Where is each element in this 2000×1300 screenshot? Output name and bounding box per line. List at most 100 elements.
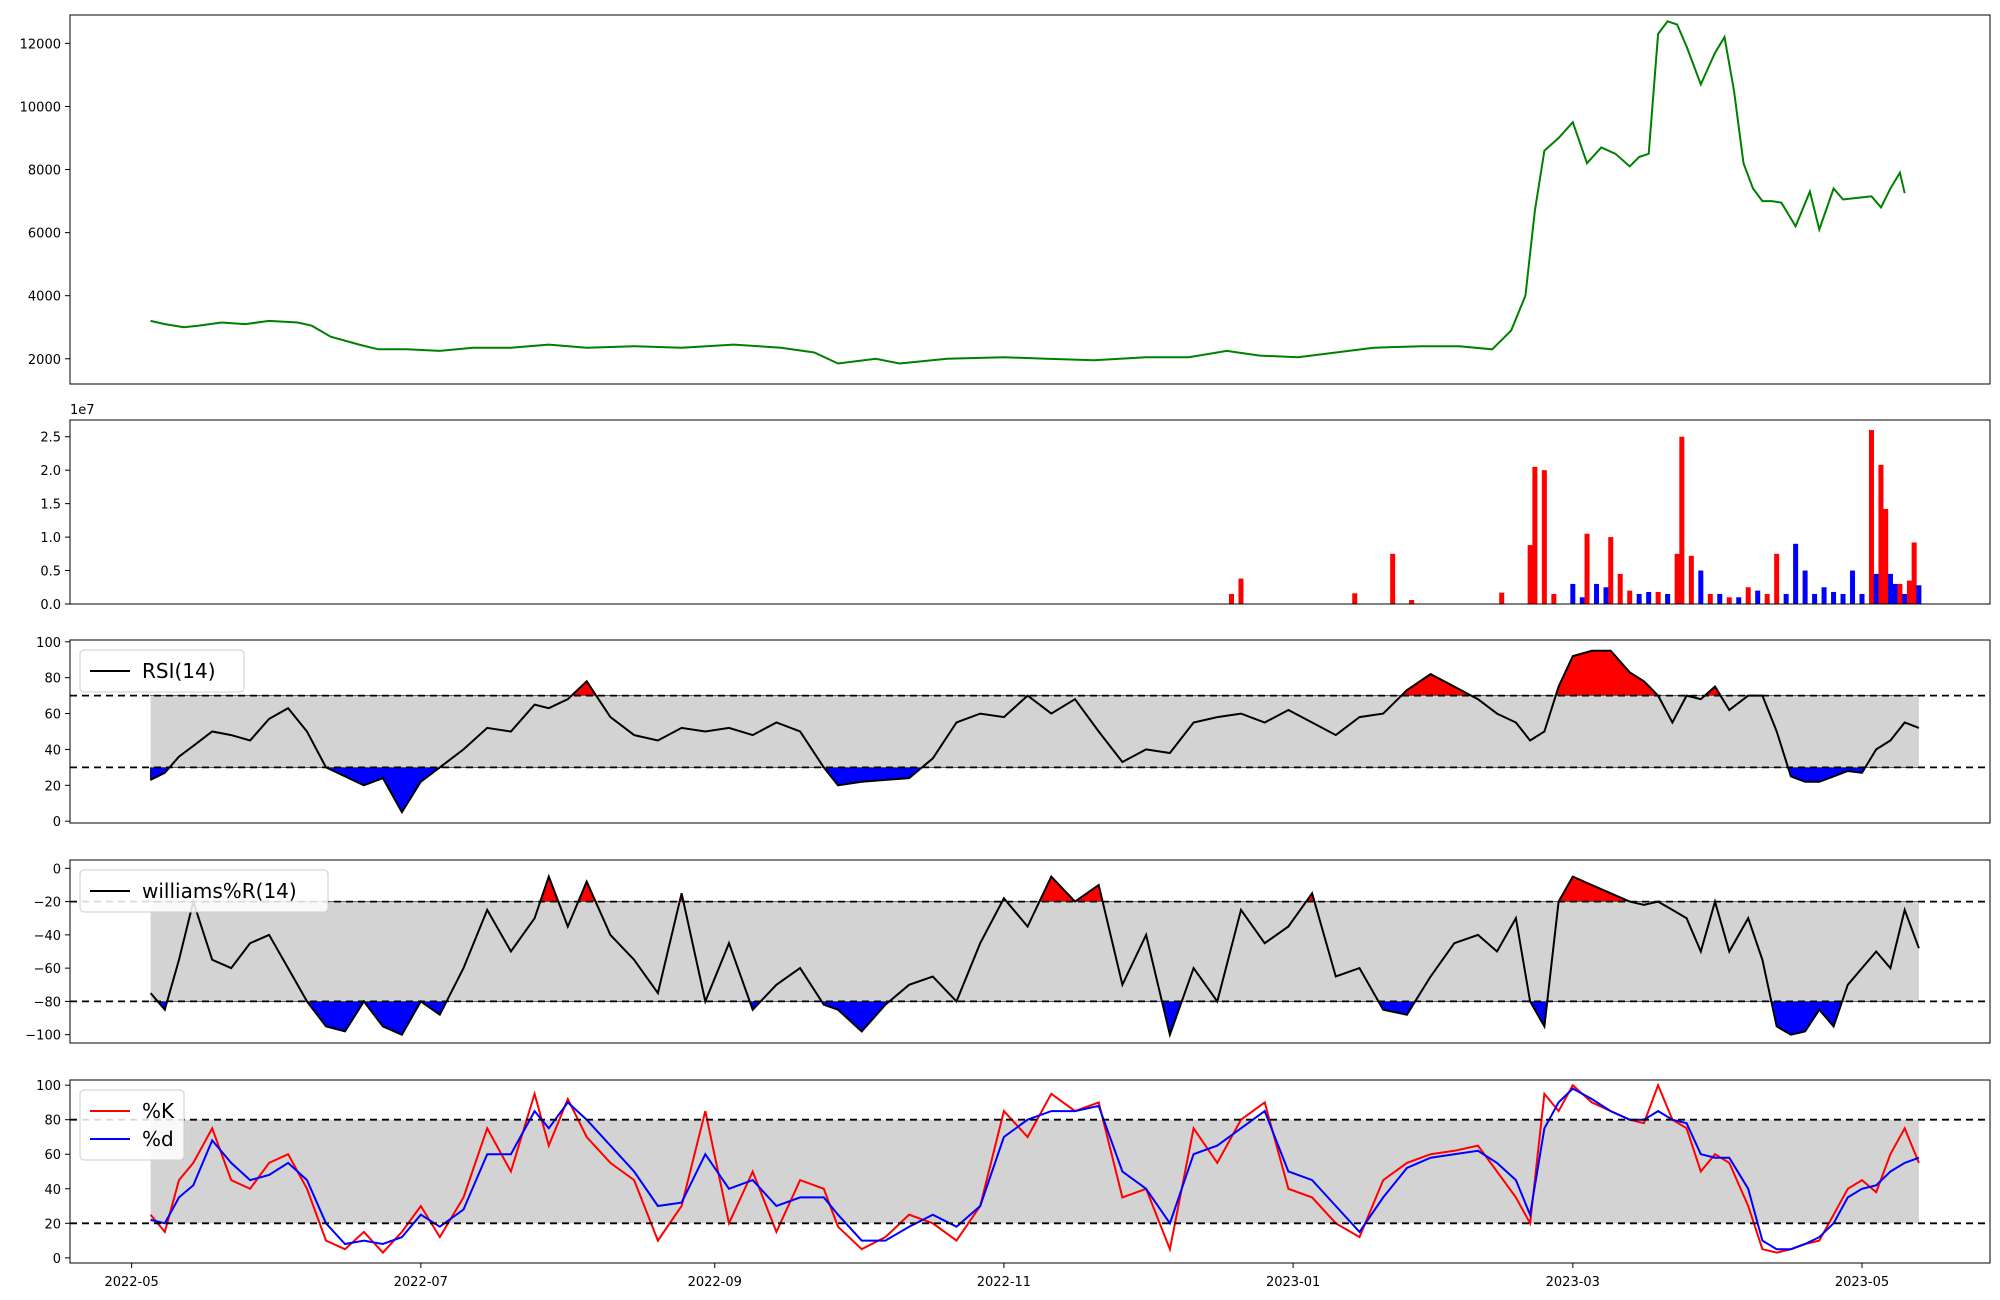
stoch-ytick-label: 0 [53,1252,61,1267]
volume-bar [1883,508,1889,604]
volume-ytick-label: 1.5 [40,498,61,513]
volume-bar [1745,587,1751,604]
williams-legend-box [79,869,329,913]
volume-bar [1906,580,1912,604]
volume-bar [1892,583,1898,604]
volume-bar [1878,464,1884,604]
williams-legend-label: williams%R(14) [142,879,297,903]
rsi-line [150,649,1920,815]
volume-bar [1873,573,1879,604]
williams-frame [69,859,1991,1044]
volume-bar [1409,599,1415,604]
williams-neutral-band [150,901,1919,1002]
volume-bar [1764,593,1770,604]
stoch-legend-label: %K [142,1099,175,1123]
x-tick-label: 2022-09 [688,1275,742,1290]
williams-overbought-fill [150,875,1920,902]
volume-bar [1783,593,1789,604]
stoch-legend-label: %d [142,1127,174,1151]
price-ytick-label: 12000 [20,37,61,52]
stoch-k-line [149,1082,1920,1255]
volume-bar [1584,533,1590,604]
volume-bar [1688,555,1694,604]
volume-bar [1812,593,1818,604]
volume-bar [1902,593,1908,604]
volume-bar [1868,430,1874,604]
volume-offset-label: 1e7 [70,403,95,418]
price-ytick-label: 6000 [28,227,61,242]
williams-ytick-label: 0 [53,862,61,877]
williams-panel: williams%R(14) 0 −20 −40 −60 −80 −100 [25,859,1991,1044]
williams-ytick-label: −20 [34,896,61,911]
stoch-d-line [150,1087,1920,1251]
williams-ytick-label: −100 [25,1029,61,1044]
volume-ytick-label: 2.5 [40,431,61,446]
volume-bar [1665,593,1671,604]
volume-bar [1774,553,1780,604]
price-ytick-label: 10000 [20,100,61,115]
volume-bar [1352,593,1358,604]
stoch-frame [69,1079,1991,1264]
volume-frame [69,419,1991,605]
volume-ytick-label: 1.0 [40,531,61,546]
x-tick-label: 2022-07 [394,1275,448,1290]
rsi-ytick-label: 80 [44,672,61,687]
volume-bar [1527,545,1533,604]
volume-bar [1646,591,1652,604]
volume-bar [1887,573,1893,604]
volume-bar [1698,570,1704,604]
volume-bar [1594,583,1600,604]
volume-bar [1655,591,1661,604]
volume-bar [1755,590,1761,604]
volume-ytick-label: 2.0 [40,464,61,479]
volume-bar [1636,593,1642,604]
x-tick-label: 2022-05 [104,1275,158,1290]
volume-bar [1916,585,1922,604]
volume-bar [1551,593,1557,604]
volume-bar [1579,597,1585,604]
volume-bar [1840,593,1846,604]
volume-bar [1499,592,1505,604]
volume-bar [1228,593,1234,604]
volume-bar [1617,573,1623,604]
volume-bar [1541,470,1547,604]
volume-bar [1793,543,1799,604]
volume-bar [1726,597,1732,604]
price-ytick-label: 2000 [28,353,61,368]
stoch-legend-box [79,1089,185,1161]
volume-bar [1911,542,1917,604]
volume-ytick-label: 0.5 [40,565,61,580]
stoch-ytick-label: 60 [44,1148,61,1163]
stoch-neutral-band [150,1119,1919,1224]
volume-bar [1897,583,1903,604]
stoch-ytick-label: 80 [44,1114,61,1129]
volume-bar [1627,590,1633,604]
x-tick-label: 2022-11 [977,1275,1031,1290]
williams-ytick-label: −40 [34,929,61,944]
stoch-ytick-label: 100 [36,1079,61,1094]
williams-ytick-label: −60 [34,962,61,977]
x-tick-label: 2023-01 [1266,1275,1320,1290]
rsi-neutral-band [150,695,1919,768]
rsi-ytick-label: 20 [44,779,61,794]
stoch-ytick-label: 20 [44,1217,61,1232]
volume-bar [1238,578,1244,604]
rsi-ytick-label: 100 [36,636,61,651]
volume-bar [1608,537,1614,604]
volume-bar [1821,587,1827,604]
volume-ytick-label: 0.0 [40,598,61,613]
volume-bar [1570,583,1576,604]
price-ytick-label: 4000 [28,290,61,305]
volume-bar [1390,553,1396,604]
stoch-ytick-label: 40 [44,1183,61,1198]
rsi-legend-label: RSI(14) [142,659,216,683]
rsi-ytick-label: 0 [53,815,61,830]
volume-panel: 1e7 0.0 0.5 1.0 1.5 2.0 2.5 [40,403,1991,613]
volume-bar [1707,593,1713,604]
rsi-panel: RSI(14) 0 20 40 60 80 100 [36,636,1991,830]
stoch-panel: %K %d 2022-05 2022-07 2022-09 2022-11 2023-01 2… [36,1079,1991,1290]
williams-ytick-label: −80 [34,995,61,1010]
rsi-ytick-label: 40 [44,743,61,758]
rsi-legend-box [79,649,245,693]
